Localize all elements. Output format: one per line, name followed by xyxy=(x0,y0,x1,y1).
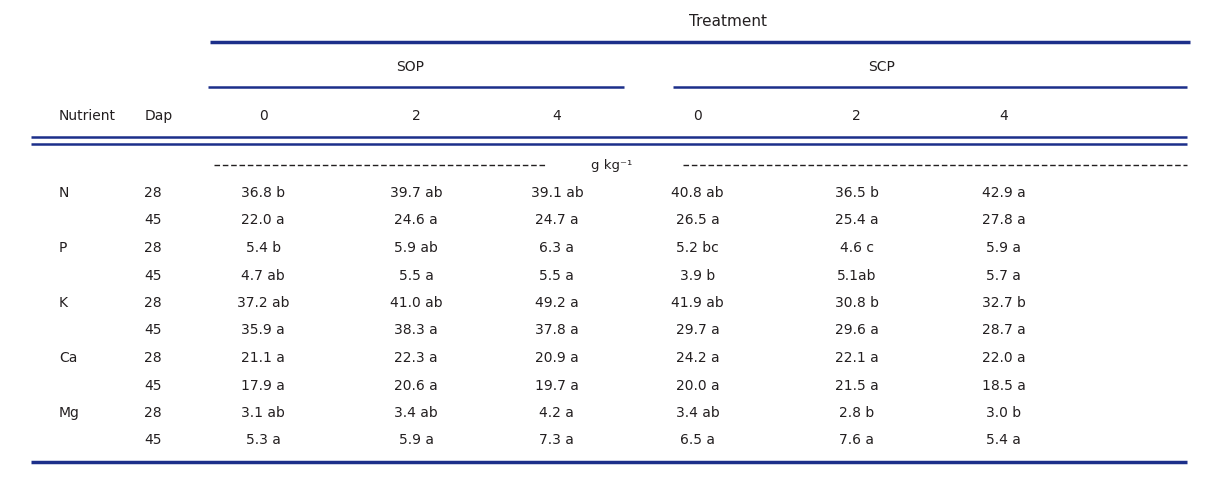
Text: 39.7 ab: 39.7 ab xyxy=(390,186,442,200)
Text: Nutrient: Nutrient xyxy=(59,109,116,123)
Text: 24.6 a: 24.6 a xyxy=(394,214,438,228)
Text: 2.8 b: 2.8 b xyxy=(840,406,874,420)
Text: 42.9 a: 42.9 a xyxy=(982,186,1026,200)
Text: 20.6 a: 20.6 a xyxy=(394,378,438,392)
Text: 28: 28 xyxy=(144,296,162,310)
Text: 32.7 b: 32.7 b xyxy=(982,296,1026,310)
Text: 21.1 a: 21.1 a xyxy=(241,351,285,365)
Text: Treatment: Treatment xyxy=(689,14,767,30)
Text: 5.9 a: 5.9 a xyxy=(399,433,433,447)
Text: 5.3 a: 5.3 a xyxy=(246,433,280,447)
Text: 17.9 a: 17.9 a xyxy=(241,378,285,392)
Text: 5.2 bc: 5.2 bc xyxy=(677,241,718,255)
Text: 4.6 c: 4.6 c xyxy=(840,241,874,255)
Text: 36.8 b: 36.8 b xyxy=(241,186,285,200)
Text: 5.1ab: 5.1ab xyxy=(837,269,876,283)
Text: Mg: Mg xyxy=(59,406,80,420)
Text: Dap: Dap xyxy=(144,109,173,123)
Text: 35.9 a: 35.9 a xyxy=(241,323,285,338)
Text: 2: 2 xyxy=(411,109,421,123)
Text: SCP: SCP xyxy=(868,60,895,74)
Text: 2: 2 xyxy=(852,109,862,123)
Text: 5.9 ab: 5.9 ab xyxy=(394,241,438,255)
Text: 30.8 b: 30.8 b xyxy=(835,296,879,310)
Text: 37.8 a: 37.8 a xyxy=(535,323,579,338)
Text: 45: 45 xyxy=(144,378,162,392)
Text: g kg⁻¹: g kg⁻¹ xyxy=(591,159,633,171)
Text: 28: 28 xyxy=(144,186,162,200)
Text: 5.5 a: 5.5 a xyxy=(399,269,433,283)
Text: 4.7 ab: 4.7 ab xyxy=(241,269,285,283)
Text: 26.5 a: 26.5 a xyxy=(676,214,720,228)
Text: 3.4 ab: 3.4 ab xyxy=(676,406,720,420)
Text: 19.7 a: 19.7 a xyxy=(535,378,579,392)
Text: P: P xyxy=(59,241,67,255)
Text: 49.2 a: 49.2 a xyxy=(535,296,579,310)
Text: 45: 45 xyxy=(144,214,162,228)
Text: 41.9 ab: 41.9 ab xyxy=(671,296,725,310)
Text: 45: 45 xyxy=(144,433,162,447)
Text: 41.0 ab: 41.0 ab xyxy=(390,296,442,310)
Text: 22.0 a: 22.0 a xyxy=(241,214,285,228)
Text: 27.8 a: 27.8 a xyxy=(982,214,1026,228)
Text: 28: 28 xyxy=(144,241,162,255)
Text: 22.0 a: 22.0 a xyxy=(982,351,1026,365)
Text: K: K xyxy=(59,296,67,310)
Text: 39.1 ab: 39.1 ab xyxy=(530,186,584,200)
Text: 25.4 a: 25.4 a xyxy=(835,214,879,228)
Text: 5.9 a: 5.9 a xyxy=(987,241,1021,255)
Text: 5.4 b: 5.4 b xyxy=(246,241,280,255)
Text: 0: 0 xyxy=(258,109,268,123)
Text: 5.7 a: 5.7 a xyxy=(987,269,1021,283)
Text: 5.5 a: 5.5 a xyxy=(540,269,574,283)
Text: 20.0 a: 20.0 a xyxy=(676,378,720,392)
Text: 24.2 a: 24.2 a xyxy=(676,351,720,365)
Text: N: N xyxy=(59,186,69,200)
Text: 3.4 ab: 3.4 ab xyxy=(394,406,438,420)
Text: 45: 45 xyxy=(144,323,162,338)
Text: 37.2 ab: 37.2 ab xyxy=(237,296,289,310)
Text: 21.5 a: 21.5 a xyxy=(835,378,879,392)
Text: 18.5 a: 18.5 a xyxy=(982,378,1026,392)
Text: 7.3 a: 7.3 a xyxy=(540,433,574,447)
Text: 24.7 a: 24.7 a xyxy=(535,214,579,228)
Text: 29.6 a: 29.6 a xyxy=(835,323,879,338)
Text: 6.3 a: 6.3 a xyxy=(540,241,574,255)
Text: Ca: Ca xyxy=(59,351,77,365)
Text: 5.4 a: 5.4 a xyxy=(987,433,1021,447)
Text: 45: 45 xyxy=(144,269,162,283)
Text: 0: 0 xyxy=(693,109,703,123)
Text: 3.0 b: 3.0 b xyxy=(987,406,1021,420)
Text: 4.2 a: 4.2 a xyxy=(540,406,574,420)
Text: 4: 4 xyxy=(999,109,1009,123)
Text: 36.5 b: 36.5 b xyxy=(835,186,879,200)
Text: 20.9 a: 20.9 a xyxy=(535,351,579,365)
Text: 28.7 a: 28.7 a xyxy=(982,323,1026,338)
Text: 22.1 a: 22.1 a xyxy=(835,351,879,365)
Text: 4: 4 xyxy=(552,109,562,123)
Text: 40.8 ab: 40.8 ab xyxy=(672,186,723,200)
Text: 7.6 a: 7.6 a xyxy=(840,433,874,447)
Text: 22.3 a: 22.3 a xyxy=(394,351,438,365)
Text: 3.1 ab: 3.1 ab xyxy=(241,406,285,420)
Text: 38.3 a: 38.3 a xyxy=(394,323,438,338)
Text: SOP: SOP xyxy=(397,60,424,74)
Text: 28: 28 xyxy=(144,351,162,365)
Text: 28: 28 xyxy=(144,406,162,420)
Text: 29.7 a: 29.7 a xyxy=(676,323,720,338)
Text: 3.9 b: 3.9 b xyxy=(681,269,715,283)
Text: 6.5 a: 6.5 a xyxy=(681,433,715,447)
